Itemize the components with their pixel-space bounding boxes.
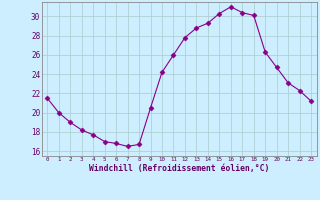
X-axis label: Windchill (Refroidissement éolien,°C): Windchill (Refroidissement éolien,°C) <box>89 164 269 173</box>
